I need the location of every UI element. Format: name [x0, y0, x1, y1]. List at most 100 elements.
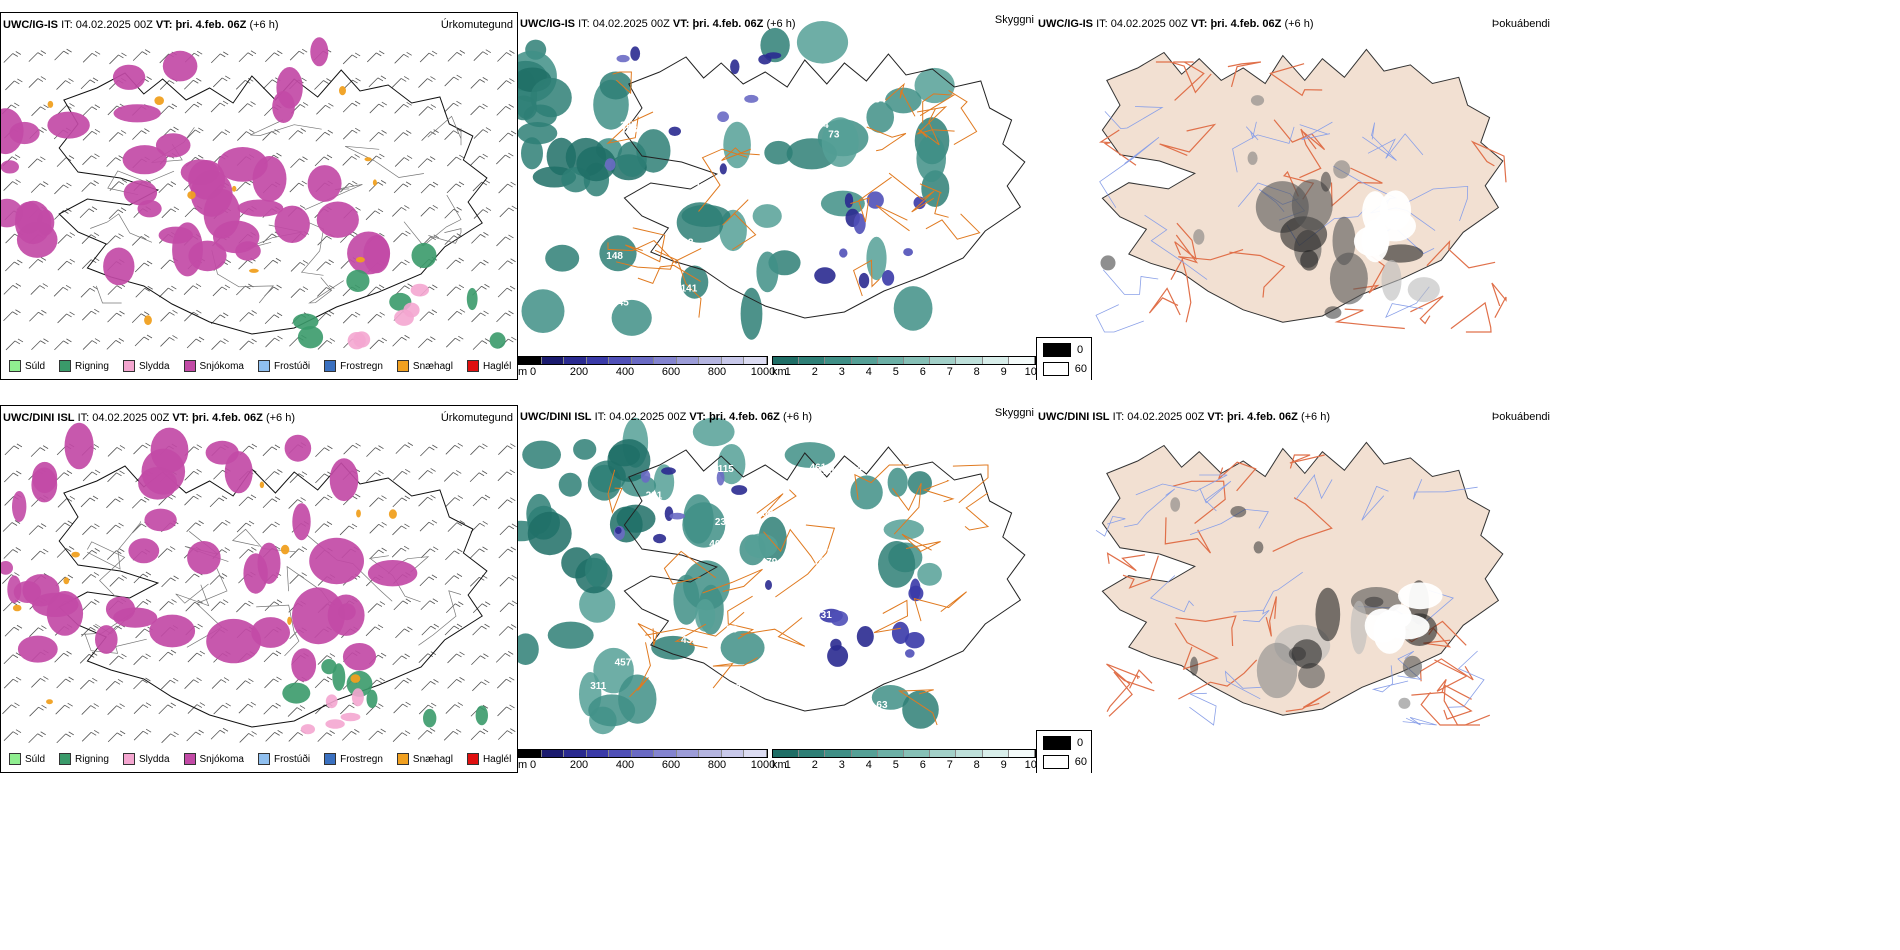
- legend-label: Snæhagl: [412, 753, 453, 765]
- visibility-swatch: [877, 750, 905, 757]
- legend-item: Slydda: [122, 753, 170, 765]
- legend-swatch: [324, 753, 337, 765]
- height-tick: 1000: [750, 759, 776, 771]
- visibility-tick: 1: [784, 366, 791, 378]
- visibility-unit: km: [772, 759, 787, 771]
- legend-item: Súld: [9, 360, 45, 372]
- precip-type-legend: Súld Rigning Slydda Snjókoma Frostúði Frostre…: [5, 750, 516, 768]
- elevation-label: 156: [695, 182, 712, 193]
- elevation-label: 311: [590, 681, 607, 692]
- panel-header: UWC/DINI ISL IT: 04.02.2025 00Z VT: þri.…: [520, 411, 812, 423]
- elevation-label: 302: [677, 238, 694, 249]
- legend-item: Snæhagl: [396, 360, 453, 372]
- precip-map-canvas: [1, 422, 517, 744]
- elevation-label: 154: [869, 95, 886, 106]
- visibility-swatch: [930, 357, 957, 364]
- height-tick: 0: [529, 366, 537, 378]
- height-swatch: [654, 750, 677, 757]
- elevation-label: 74: [818, 120, 830, 131]
- height-tick: 600: [661, 366, 681, 378]
- panel-header: UWC/DINI ISL IT: 04.02.2025 00Z VT: þri.…: [1038, 411, 1330, 423]
- height-tick: 800: [707, 366, 727, 378]
- legend-label: Haglél: [482, 360, 512, 372]
- height-swatch: [721, 357, 745, 364]
- visibility-tick: 7: [946, 366, 953, 378]
- legend-item: Frostregn: [324, 753, 383, 765]
- elevation-label: 185: [813, 557, 830, 568]
- legend-item: Súld: [9, 753, 45, 765]
- elevation-label: 45: [618, 298, 630, 309]
- visibility-swatch: [851, 750, 878, 757]
- cloud-base-colorbar: 0 200 400 600 800 1000 m: [518, 749, 775, 772]
- visibility-tick: 8: [973, 759, 980, 771]
- panel-header: UWC/DINI ISL IT: 04.02.2025 00Z VT: þri.…: [3, 412, 295, 424]
- precip-type-map-top: UWC/IG-IS IT: 04.02.2025 00Z VT: þri. 4.…: [0, 12, 518, 380]
- visibility-map-canvas: 893 638 156 126 148 188 99 97 302 57 74 208 397 154 14…: [518, 21, 1026, 340]
- height-gradient: [518, 356, 768, 365]
- visibility-swatch: [930, 750, 957, 757]
- legend-label: Slydda: [138, 753, 170, 765]
- legend-label: Frostúði: [273, 360, 311, 372]
- height-tick: 1000: [750, 366, 776, 378]
- fog-legend-min: 0: [1077, 344, 1084, 356]
- legend-item: Frostregn: [324, 360, 383, 372]
- panel-title: Úrkomutegund: [440, 412, 513, 424]
- visibility-colorbar: 1 2 3 4 5 6 7 8 9 10 km: [772, 749, 1037, 772]
- elevation-label: 99: [757, 187, 769, 198]
- fog-index-map-bottom: UWC/DINI ISL IT: 04.02.2025 00Z VT: þri.…: [1036, 405, 1556, 773]
- height-swatch: [519, 357, 542, 364]
- height-swatch: [541, 357, 565, 364]
- legend-swatch: [122, 753, 135, 765]
- elevation-label: 148: [606, 251, 623, 262]
- visibility-tick: 5: [892, 366, 899, 378]
- height-swatch: [564, 750, 587, 757]
- elevation-label: 893: [650, 99, 667, 110]
- height-swatch: [744, 750, 768, 757]
- visibility-swatch: [982, 357, 1009, 364]
- visibility-tick: 2: [811, 759, 818, 771]
- legend-swatch: [257, 360, 270, 372]
- legend-label: Haglél: [482, 753, 512, 765]
- visibility-tick: 4: [865, 366, 872, 378]
- height-swatch: [586, 357, 610, 364]
- elevation-label: 432: [681, 635, 698, 646]
- elevation-label: 367: [747, 84, 764, 95]
- elevation-label: 801: [827, 547, 844, 558]
- panel-header: UWC/IG-IS IT: 04.02.2025 00Z VT: þri. 4.…: [3, 19, 279, 31]
- elevation-label: 378: [840, 595, 857, 606]
- visibility-tick: 10: [1024, 759, 1037, 771]
- height-swatch: [586, 750, 610, 757]
- elevation-label: 638: [847, 183, 864, 194]
- visibility-tick: 3: [838, 759, 845, 771]
- legend-swatch: [122, 360, 135, 372]
- legend-swatch: [59, 753, 72, 765]
- height-swatch: [676, 357, 700, 364]
- elevation-label: 461: [810, 463, 827, 474]
- legend-label: Rigning: [75, 360, 109, 372]
- elevation-label: 188: [621, 124, 638, 135]
- panel-title: Þokuábendi: [1491, 18, 1550, 30]
- legend-label: Frostúði: [273, 753, 311, 765]
- elevation-label: 208: [663, 88, 680, 99]
- elevation-label: 325: [809, 509, 826, 520]
- visibility-swatch: [1008, 750, 1036, 757]
- visibility-swatch: [773, 750, 800, 757]
- legend-item: Rigning: [59, 360, 109, 372]
- visibility-swatch: [904, 357, 931, 364]
- visibility-tick: 6: [919, 366, 926, 378]
- height-tick: 800: [707, 759, 727, 771]
- panel-title: Skyggni: [994, 14, 1034, 26]
- fog-legend: 0 60: [1036, 337, 1092, 380]
- height-tick: 600: [661, 759, 681, 771]
- legend-swatch: [9, 753, 21, 765]
- panel-header: UWC/IG-IS IT: 04.02.2025 00Z VT: þri. 4.…: [520, 18, 796, 30]
- legend-swatch: [396, 360, 409, 372]
- fog-map-canvas: [1095, 48, 1507, 333]
- visibility-tick: 3: [838, 366, 845, 378]
- elevation-label: 268: [802, 698, 819, 709]
- elevation-label: 126: [821, 303, 838, 314]
- visibility-map-canvas: 406 378 457 238 405 147 115 185 255 128 221 148 231 3…: [518, 417, 1026, 735]
- height-swatch: [564, 357, 587, 364]
- elevation-label: 97: [663, 288, 675, 299]
- height-unit: m: [518, 759, 528, 771]
